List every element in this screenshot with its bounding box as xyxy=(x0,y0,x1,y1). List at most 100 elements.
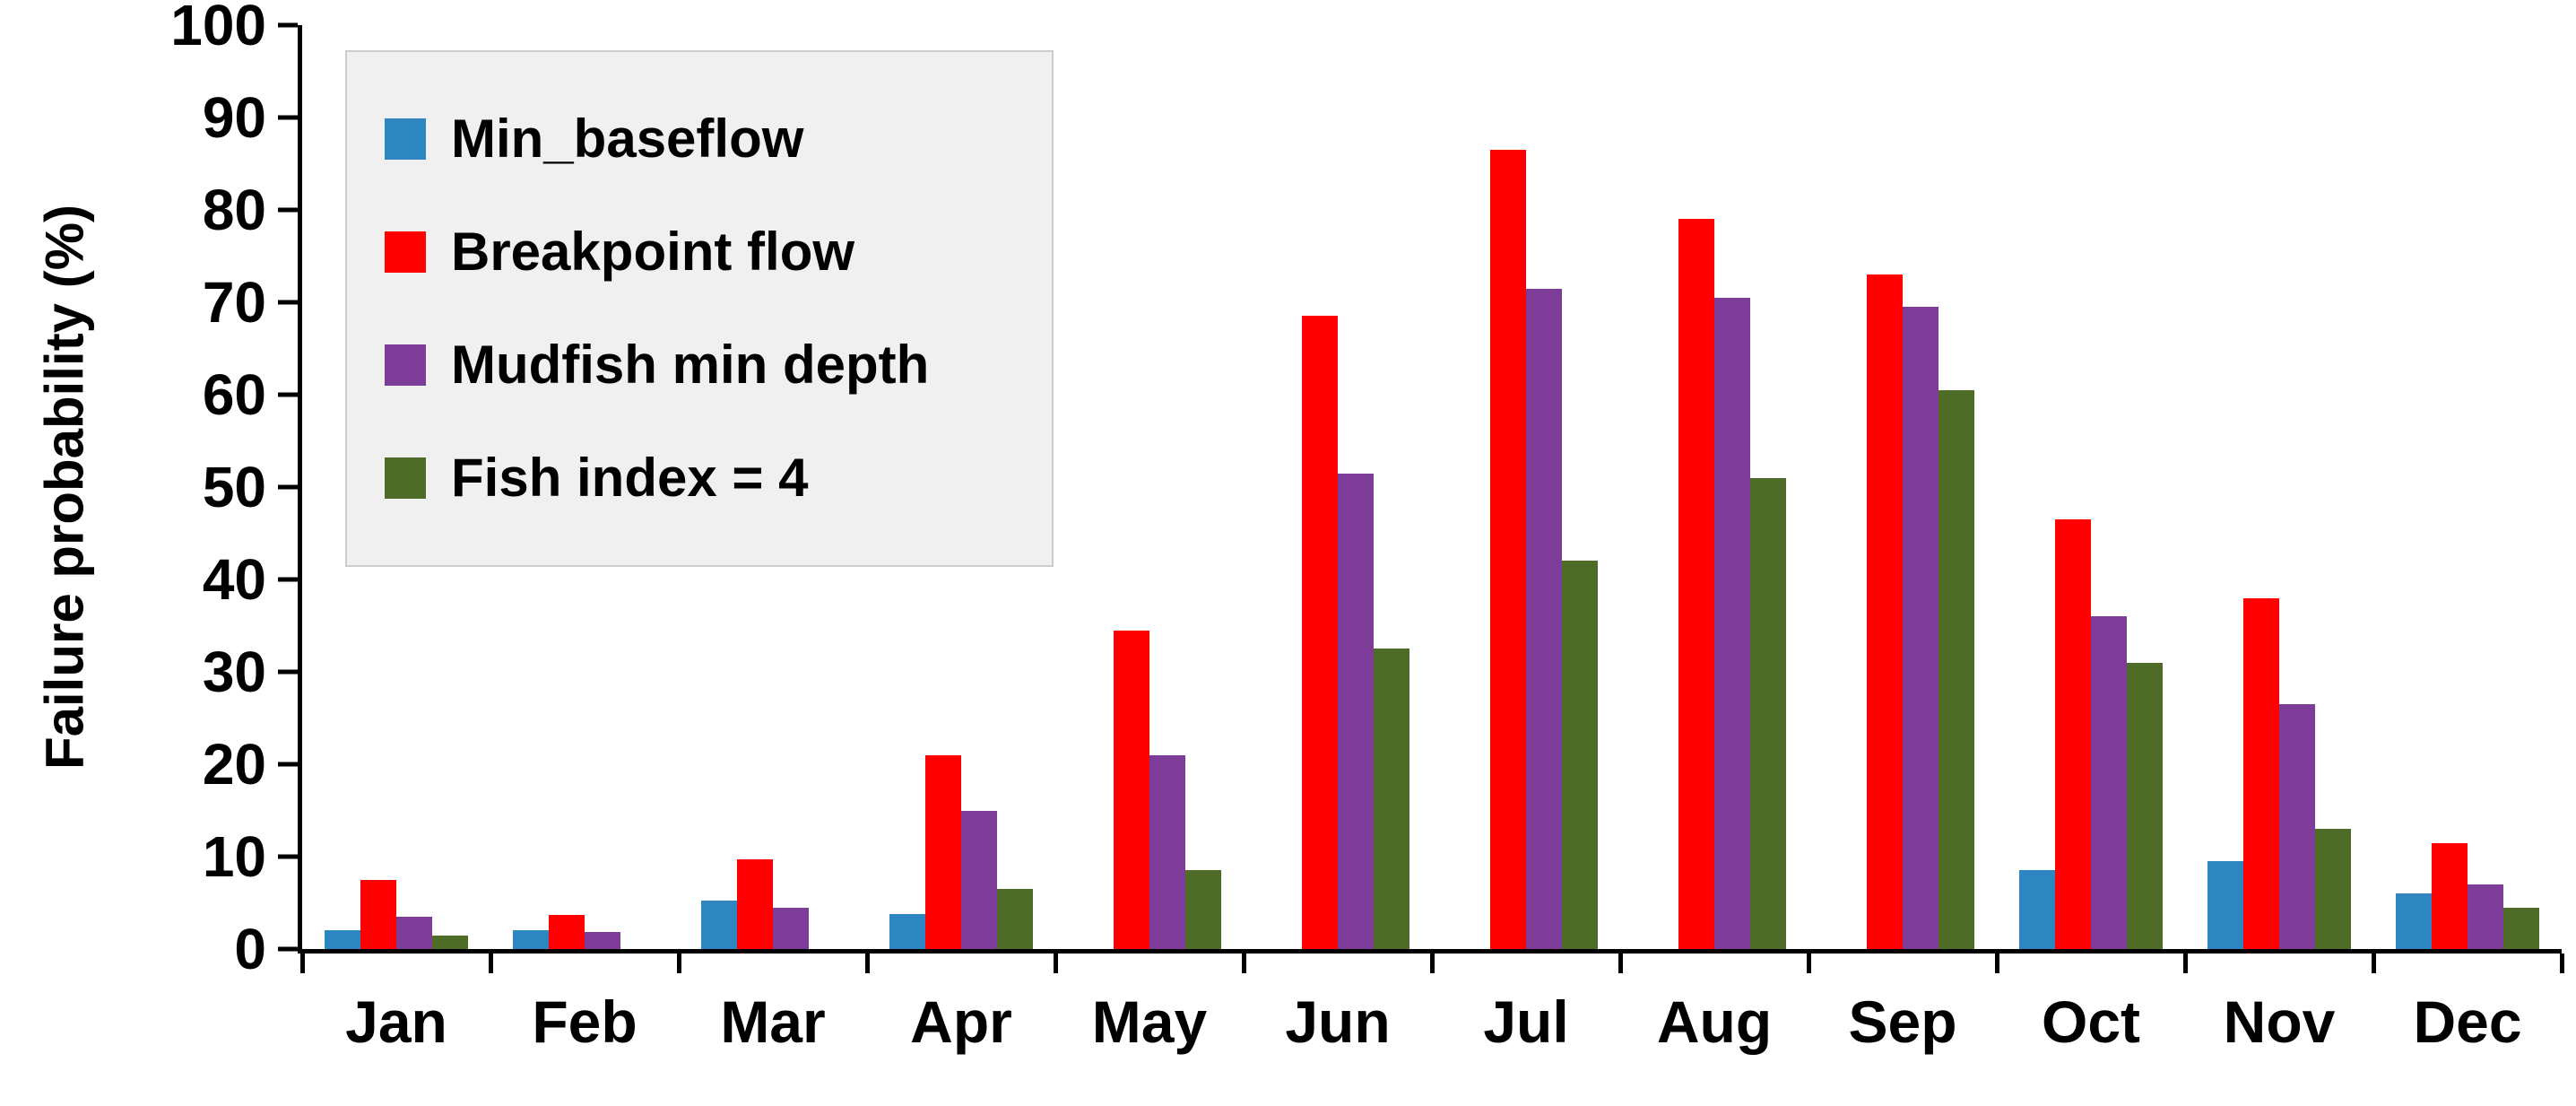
x-axis-tick xyxy=(1429,954,1435,973)
bar-feb-min-baseflow xyxy=(513,930,549,949)
bar-jul-mudfish-min-depth xyxy=(1526,288,1562,949)
x-axis-tick xyxy=(1241,954,1246,973)
bar-jan-mudfish-min-depth xyxy=(396,916,432,949)
legend-label: Breakpoint flow xyxy=(451,222,855,282)
y-axis-tick-label: 70 xyxy=(202,270,266,335)
legend-label: Min_baseflow xyxy=(451,109,804,169)
plot-area: Min_baseflow Breakpoint flow Mudfish min d… xyxy=(170,0,2564,1051)
y-axis-tick-label: 30 xyxy=(202,640,266,704)
bar-mar-min-baseflow xyxy=(701,901,737,949)
legend-swatch-icon xyxy=(385,231,426,273)
bar-oct-breakpoint-flow xyxy=(2055,519,2091,949)
legend-item-mudfish-min-depth: Mudfish min depth xyxy=(385,309,1052,422)
x-axis-tick xyxy=(299,954,305,973)
x-axis-tick xyxy=(864,954,870,973)
bar-dec-mudfish-min-depth xyxy=(2468,884,2503,949)
bar-nov-mudfish-min-depth xyxy=(2279,704,2315,949)
y-axis-tick xyxy=(278,484,298,490)
x-axis-tick xyxy=(488,954,493,973)
x-axis-tick xyxy=(1994,954,1999,973)
legend-label: Fish index = 4 xyxy=(451,448,809,508)
legend-swatch-icon xyxy=(385,118,426,160)
bar-jul-fish-index-4 xyxy=(1562,561,1598,949)
bar-feb-breakpoint-flow xyxy=(549,914,585,949)
x-axis-label-apr: Apr xyxy=(910,988,1012,1055)
y-axis-tick-label: 100 xyxy=(170,0,266,57)
x-axis-label-feb: Feb xyxy=(532,988,637,1055)
legend: Min_baseflow Breakpoint flow Mudfish min d… xyxy=(345,50,1054,567)
legend-item-fish-index-4: Fish index = 4 xyxy=(385,422,1052,535)
bar-aug-mudfish-min-depth xyxy=(1714,297,1750,949)
legend-item-breakpoint-flow: Breakpoint flow xyxy=(385,196,1052,309)
y-axis-tick-label: 60 xyxy=(202,362,266,427)
bar-jan-min-baseflow xyxy=(325,930,360,949)
bar-dec-breakpoint-flow xyxy=(2432,842,2468,949)
legend-swatch-icon xyxy=(385,457,426,499)
bar-nov-fish-index-4 xyxy=(2315,829,2351,949)
bar-mar-mudfish-min-depth xyxy=(773,907,809,949)
x-axis-label-jun: Jun xyxy=(1285,988,1391,1055)
bar-feb-mudfish-min-depth xyxy=(585,932,620,949)
y-axis-tick xyxy=(278,207,298,213)
bar-may-mudfish-min-depth xyxy=(1149,754,1185,949)
bar-dec-fish-index-4 xyxy=(2503,907,2539,949)
bar-jan-fish-index-4 xyxy=(432,935,468,949)
bar-dec-min-baseflow xyxy=(2396,893,2432,949)
bar-apr-mudfish-min-depth xyxy=(961,810,997,949)
y-axis-tick-label: 80 xyxy=(202,178,266,242)
x-axis-label-aug: Aug xyxy=(1656,988,1773,1055)
bar-nov-min-baseflow xyxy=(2207,861,2243,949)
bar-may-breakpoint-flow xyxy=(1114,630,1149,949)
bar-jun-mudfish-min-depth xyxy=(1338,473,1374,949)
x-axis-tick xyxy=(2371,954,2376,973)
legend-item-min-baseflow: Min_baseflow xyxy=(385,83,1052,196)
x-axis-label-jul: Jul xyxy=(1483,988,1569,1055)
y-axis-tick xyxy=(278,392,298,397)
y-axis-tick-label: 10 xyxy=(202,824,266,889)
bar-sep-breakpoint-flow xyxy=(1867,274,1903,949)
y-axis-tick xyxy=(278,577,298,582)
x-axis-tick xyxy=(676,954,681,973)
y-axis-tick xyxy=(278,669,298,675)
y-axis-tick xyxy=(278,762,298,767)
y-axis-tick xyxy=(278,22,298,28)
bar-aug-fish-index-4 xyxy=(1750,477,1786,949)
y-axis-tick xyxy=(278,854,298,859)
bar-nov-breakpoint-flow xyxy=(2243,597,2279,949)
y-axis-tick xyxy=(278,115,298,120)
y-axis-tick xyxy=(278,300,298,305)
bar-sep-mudfish-min-depth xyxy=(1903,307,1939,949)
x-axis-tick xyxy=(1053,954,1058,973)
bar-jul-breakpoint-flow xyxy=(1490,150,1526,949)
x-axis-label-dec: Dec xyxy=(2413,988,2522,1055)
y-axis-tick-label: 90 xyxy=(202,85,266,150)
x-axis-label-may: May xyxy=(1091,988,1208,1055)
bar-apr-breakpoint-flow xyxy=(925,754,961,949)
bar-oct-min-baseflow xyxy=(2019,870,2055,949)
bar-jun-breakpoint-flow xyxy=(1302,316,1338,949)
x-axis-tick xyxy=(2182,954,2188,973)
legend-swatch-icon xyxy=(385,344,426,386)
bar-sep-fish-index-4 xyxy=(1939,389,1974,949)
x-axis-label-sep: Sep xyxy=(1848,988,1957,1055)
bar-jun-fish-index-4 xyxy=(1374,649,1409,949)
y-axis-title: Failure probability (%) xyxy=(34,204,95,771)
y-axis-tick xyxy=(278,946,298,952)
bar-may-fish-index-4 xyxy=(1185,870,1221,949)
bar-aug-breakpoint-flow xyxy=(1678,219,1714,949)
x-axis-tick xyxy=(2559,954,2564,973)
bar-oct-fish-index-4 xyxy=(2127,662,2163,949)
y-axis-tick-label: 50 xyxy=(202,455,266,519)
x-axis-tick xyxy=(1806,954,1811,973)
bar-apr-fish-index-4 xyxy=(997,889,1033,949)
y-axis-tick-label: 20 xyxy=(202,732,266,797)
legend-label: Mudfish min depth xyxy=(451,335,930,395)
x-axis-tick xyxy=(1618,954,1623,973)
bar-oct-mudfish-min-depth xyxy=(2091,616,2127,949)
y-axis-tick-label: 0 xyxy=(234,917,266,981)
y-axis-tick-label: 40 xyxy=(202,547,266,612)
x-axis-label-oct: Oct xyxy=(2041,988,2141,1055)
bar-apr-min-baseflow xyxy=(889,913,925,949)
x-axis-label-mar: Mar xyxy=(720,988,826,1055)
